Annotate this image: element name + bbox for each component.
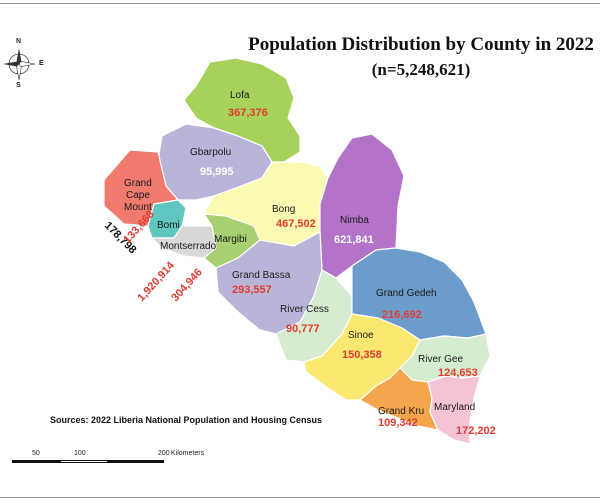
label-montserrado: Montserrado: [160, 241, 217, 252]
label-grand-kru: Grand Kru: [378, 406, 424, 417]
county-maryland: [427, 375, 481, 445]
label-nimba: Nimba: [340, 215, 369, 226]
compass-rose-icon: N S E: [2, 38, 46, 90]
value-lofa: 367,376: [228, 107, 268, 119]
bottom-border: [0, 497, 600, 498]
value-sinoe: 150,358: [342, 349, 382, 361]
scale-tick-100: 100: [74, 450, 86, 457]
map-title: Population Distribution by County in 202…: [248, 34, 594, 55]
label-grand-cape-mount-1: Grand: [124, 178, 152, 189]
scale-segment-2: [60, 460, 108, 463]
label-grand-bassa: Grand Bassa: [232, 270, 291, 281]
value-bong: 467,502: [276, 218, 316, 230]
value-grand-bassa: 293,557: [232, 284, 272, 296]
label-lofa: Lofa: [230, 90, 250, 101]
compass-north: N: [16, 38, 22, 45]
scale-units: Kilometers: [171, 450, 205, 457]
scale-tick-200: 200: [158, 450, 170, 457]
label-grand-gedeh: Grand Gedeh: [376, 288, 437, 299]
scale-bar: 50 100 200 Kilometers: [12, 447, 205, 467]
scale-segment-1: [12, 460, 60, 463]
value-river-gee: 124,653: [438, 367, 478, 379]
label-gbarpolu: Gbarpolu: [190, 147, 231, 158]
label-river-cess: River Cess: [280, 304, 329, 315]
label-margibi: Margibi: [214, 234, 247, 245]
label-bong: Bong: [272, 204, 295, 215]
value-grand-kru: 109,342: [378, 417, 418, 429]
value-gbarpolu: 95,995: [200, 166, 234, 178]
scale-segment-3: [108, 460, 164, 463]
compass-south: S: [16, 82, 21, 89]
label-bomi: Bomi: [157, 220, 180, 231]
sources-note: Sources: 2022 Liberia National Populatio…: [50, 415, 323, 425]
value-nimba: 621,841: [334, 234, 374, 246]
label-grand-cape-mount-3: Mount: [124, 202, 152, 213]
value-margibi: 304,946: [169, 266, 205, 304]
compass-east: E: [39, 60, 44, 67]
label-sinoe: Sinoe: [348, 330, 374, 341]
label-grand-cape-mount-2: Cape: [126, 190, 150, 201]
value-grand-gedeh: 216,692: [382, 309, 422, 321]
top-border: [0, 3, 600, 4]
scale-tick-50: 50: [32, 450, 40, 457]
value-maryland: 172,202: [456, 425, 496, 437]
label-river-gee: River Gee: [418, 354, 463, 365]
map-subtitle: (n=5,248,621): [371, 60, 471, 79]
label-maryland: Maryland: [434, 402, 475, 413]
value-river-cess: 90,777: [286, 323, 320, 335]
